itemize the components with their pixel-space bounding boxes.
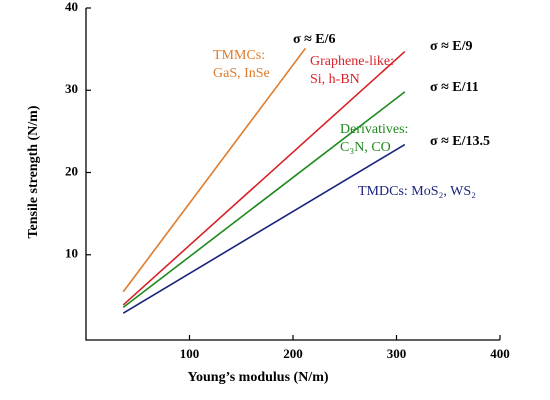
series-line — [122, 50, 406, 306]
series-line — [122, 47, 307, 293]
series-label: GaS, InSe — [213, 66, 270, 81]
y-tick-label: 40 — [65, 0, 78, 14]
x-axis-label: Young’s modulus (N/m) — [187, 370, 328, 385]
y-tick-label: 10 — [65, 246, 78, 261]
series-line — [122, 91, 406, 309]
series-line — [122, 143, 406, 314]
formula-label: σ ≈ E/11 — [430, 80, 479, 95]
x-tick-label: 400 — [490, 346, 510, 361]
series-label: Graphene-like: — [310, 54, 394, 69]
y-tick-label: 20 — [65, 163, 78, 178]
series-label: C₃N, CO — [340, 140, 391, 155]
series-label: TMMCs: — [213, 48, 265, 63]
formula-label: σ ≈ E/13.5 — [430, 134, 490, 149]
series-label: Si, h-BN — [310, 72, 360, 87]
y-tick-label: 30 — [65, 81, 78, 96]
formula-label: σ ≈ E/9 — [430, 39, 473, 54]
x-tick-label: 200 — [283, 346, 303, 361]
formula-label: σ ≈ E/6 — [293, 32, 336, 47]
y-axis-label: Tensile strength (N/m) — [26, 105, 41, 238]
series-label: TMDCs: MoS₂, WS₂ — [358, 184, 476, 199]
x-tick-label: 300 — [387, 346, 407, 361]
axes — [85, 8, 500, 341]
x-tick-label: 100 — [180, 346, 200, 361]
series-label: Derivatives: — [340, 122, 408, 137]
